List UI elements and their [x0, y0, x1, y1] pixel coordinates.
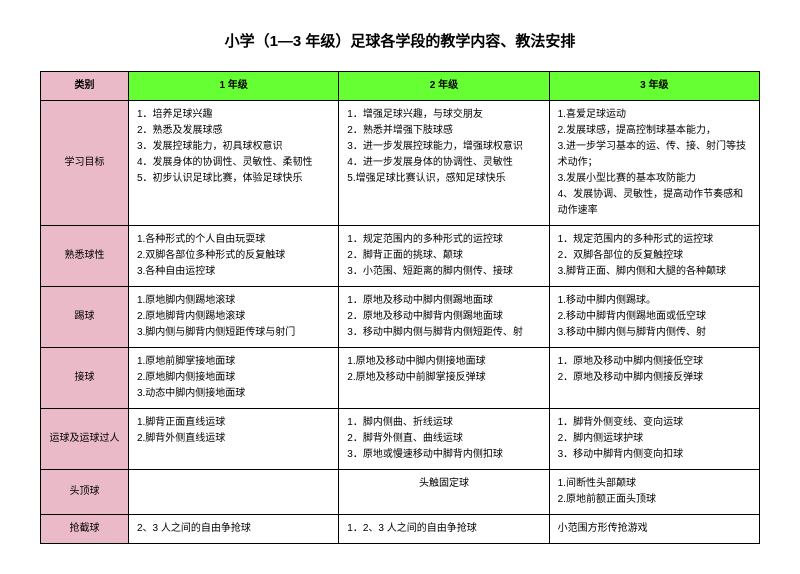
header-g2: 头触固定球: [339, 470, 549, 515]
header-row: 类别 1 年级 2 年级 3 年级: [41, 72, 760, 101]
cat-kick: 踢球: [41, 287, 129, 348]
row-dribble: 运球及运球过人 1.脚背正面直线运球2.脚背外侧直线运球 1．脚内侧曲、折线运球…: [41, 409, 760, 470]
row-goals: 学习目标 1．培养足球兴趣2．熟悉及发展球感3．发展控球能力，初具球权意识4．发…: [41, 101, 760, 226]
header-category: 类别: [41, 72, 129, 101]
row-kick: 踢球 1.原地脚内侧踢地滚球2.原地脚背内侧踢地滚球3.脚内侧与脚背内侧短距传球…: [41, 287, 760, 348]
dribble-g1: 1.脚背正面直线运球2.脚背外侧直线运球: [128, 409, 338, 470]
tackle-g3: 小范围方形传抢游戏: [549, 515, 759, 544]
goals-g1: 1．培养足球兴趣2．熟悉及发展球感3．发展控球能力，初具球权意识4．发展身体的协…: [128, 101, 338, 226]
receive-g1: 1.原地前脚掌接地面球2.原地脚内侧接地面球3.动态中脚内侧接地面球: [128, 348, 338, 409]
row-header: 头顶球 头触固定球 1.间断性头部颠球2.原地前额正面头顶球: [41, 470, 760, 515]
dribble-g2: 1．脚内侧曲、折线运球2．脚背外侧直、曲线运球3．原地或慢速移动中脚背内侧扣球: [339, 409, 549, 470]
familiarity-g2: 1．规定范围内的多种形式的运控球2．脚背正面的挑球、颠球3．小范围、短距离的脚内…: [339, 226, 549, 287]
receive-g3: 1．原地及移动中脚内侧接低空球2．原地及移动中脚内侧接反弹球: [549, 348, 759, 409]
cat-goals: 学习目标: [41, 101, 129, 226]
familiarity-g1: 1.各种形式的个人自由玩耍球2.双脚各部位多种形式的反复触球3.各种自由运控球: [128, 226, 338, 287]
cat-familiarity: 熟悉球性: [41, 226, 129, 287]
cat-dribble: 运球及运球过人: [41, 409, 129, 470]
goals-g2: 1．增强足球兴趣，与球交朋友2．熟悉并增强下肢球感3．进一步发展控球能力，增强球…: [339, 101, 549, 226]
goals-g3: 1.喜爱足球运动2.发展球感，提高控制球基本能力，3.进一步学习基本的运、传、接…: [549, 101, 759, 226]
cat-header: 头顶球: [41, 470, 129, 515]
row-receive: 接球 1.原地前脚掌接地面球2.原地脚内侧接地面球3.动态中脚内侧接地面球 1.…: [41, 348, 760, 409]
header-grade1: 1 年级: [128, 72, 338, 101]
header-grade3: 3 年级: [549, 72, 759, 101]
kick-g2: 1．原地及移动中脚内侧踢地面球2．原地及移动中脚背内侧踢地面球3．移动中脚内侧与…: [339, 287, 549, 348]
receive-g2: 1.原地及移动中脚内侧接地面球2.原地及移动中前脚掌接反弹球: [339, 348, 549, 409]
header-g1: [128, 470, 338, 515]
page-title: 小学（1—3 年级）足球各学段的教学内容、教法安排: [40, 30, 760, 51]
row-tackle: 抢截球 2、3 人之间的自由争抢球 1．2、3 人之间的自由争抢球 小范围方形传…: [41, 515, 760, 544]
cat-receive: 接球: [41, 348, 129, 409]
tackle-g1: 2、3 人之间的自由争抢球: [128, 515, 338, 544]
familiarity-g3: 1．规定范围内的多种形式的运控球2．双脚各部位的反复触控球3.脚背正面、脚内侧和…: [549, 226, 759, 287]
tackle-g2: 1．2、3 人之间的自由争抢球: [339, 515, 549, 544]
header-g3: 1.间断性头部颠球2.原地前额正面头顶球: [549, 470, 759, 515]
curriculum-table: 类别 1 年级 2 年级 3 年级 学习目标 1．培养足球兴趣2．熟悉及发展球感…: [40, 71, 760, 544]
kick-g1: 1.原地脚内侧踢地滚球2.原地脚背内侧踢地滚球3.脚内侧与脚背内侧短距传球与射门: [128, 287, 338, 348]
kick-g3: 1.移动中脚内侧踢球。2.移动中脚背内侧踢地面或低空球3.移动中脚内侧与脚背内侧…: [549, 287, 759, 348]
row-familiarity: 熟悉球性 1.各种形式的个人自由玩耍球2.双脚各部位多种形式的反复触球3.各种自…: [41, 226, 760, 287]
dribble-g3: 1．脚背外侧变线、变向运球2．脚内侧运球护球3．移动中脚背内侧变向扣球: [549, 409, 759, 470]
header-grade2: 2 年级: [339, 72, 549, 101]
cat-tackle: 抢截球: [41, 515, 129, 544]
